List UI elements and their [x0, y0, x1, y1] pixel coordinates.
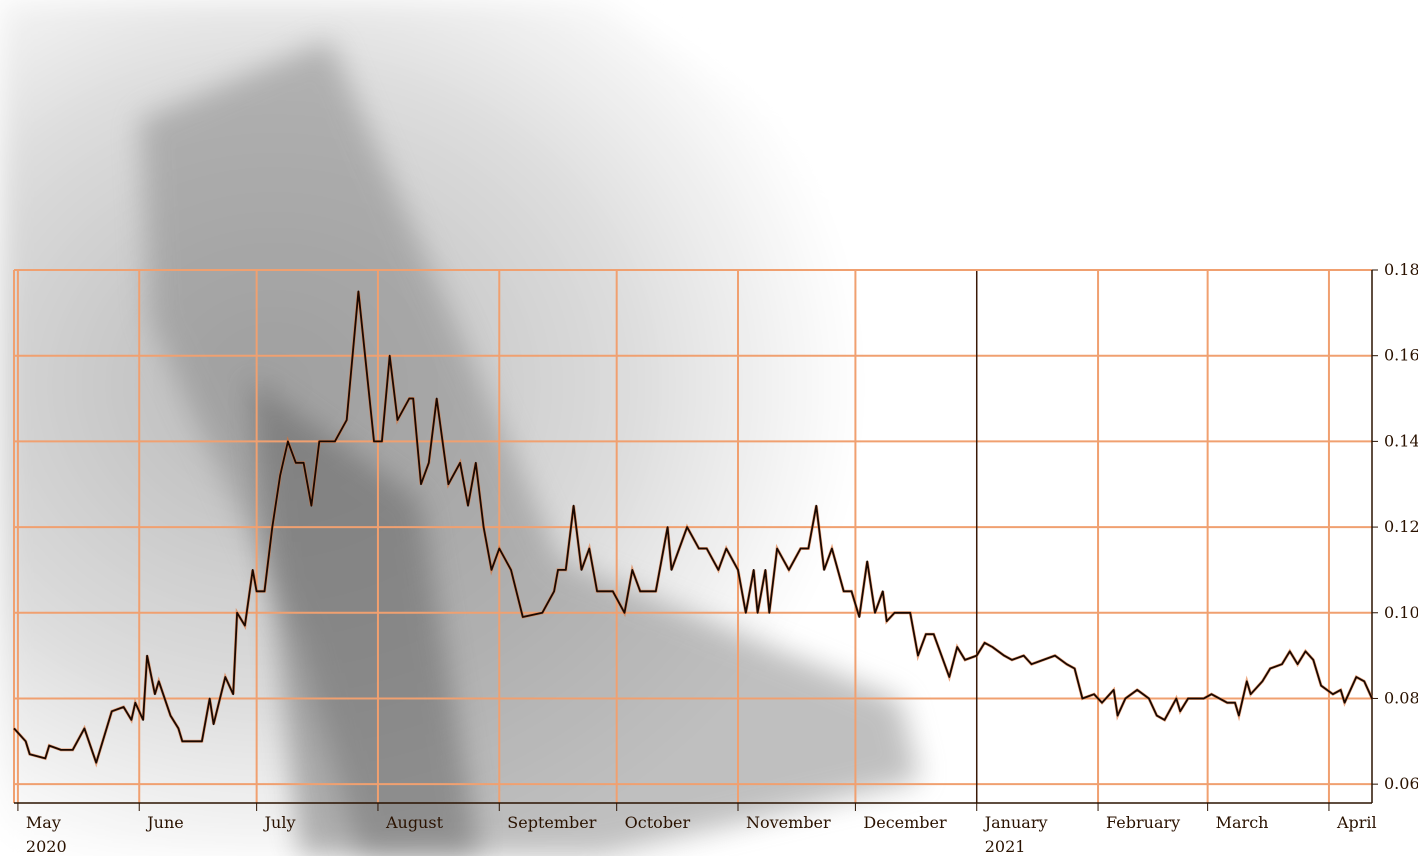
y-tick-label: 0.06 — [1384, 774, 1418, 793]
x-tick-label: March — [1216, 813, 1269, 832]
x-tick-label: October — [625, 813, 691, 832]
plot: 0.06 0.08 0.10 0.12 0.14 0.16 0.18 May 2020 June J… — [12, 260, 1418, 856]
x-tick-label: November — [746, 813, 831, 832]
x-tick-label: December — [863, 813, 947, 832]
x-tick-label: January 2021 — [983, 813, 1048, 856]
grid — [13, 269, 1372, 803]
y-tick-label: 0.18 — [1384, 260, 1418, 279]
x-tick-label: May 2020 — [26, 813, 67, 856]
y-tick-label: 0.08 — [1384, 688, 1418, 707]
x-tick-label: June — [145, 813, 184, 832]
y-tick-label: 0.16 — [1384, 346, 1418, 365]
x-tick-label: July — [263, 813, 296, 832]
x-tick-label: February — [1106, 813, 1180, 832]
y-tick-label: 0.14 — [1384, 431, 1418, 450]
y-tick-label: 0.10 — [1384, 603, 1418, 622]
x-tick-label: April — [1336, 813, 1377, 832]
line — [13, 290, 1373, 764]
y-tick-label: 0.12 — [1384, 517, 1418, 536]
x-tick-label: August — [385, 813, 444, 832]
x-tick-label: September — [507, 813, 596, 832]
